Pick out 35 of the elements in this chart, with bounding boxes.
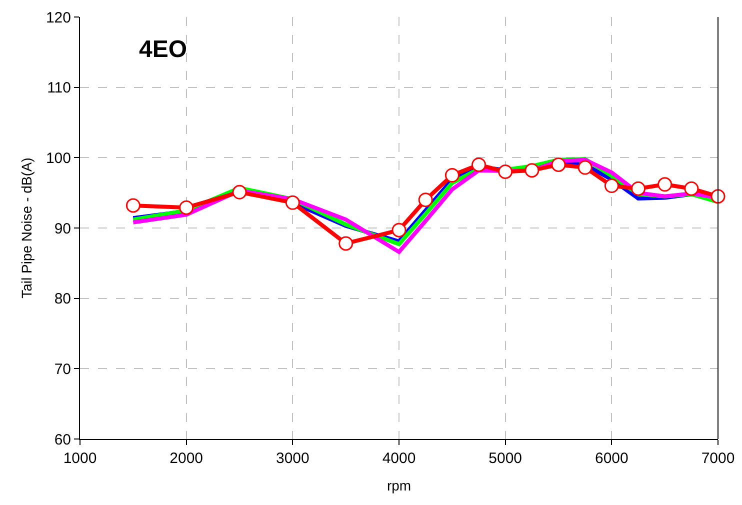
point: [578, 160, 592, 175]
point: [710, 189, 726, 204]
y-tick-label: 90: [54, 220, 71, 238]
point: [232, 184, 247, 200]
point: [498, 164, 513, 179]
text: 4EO: [139, 36, 188, 63]
x-axis-title: rpm: [386, 477, 412, 494]
x-tick-label: 5000: [488, 450, 522, 467]
point: [631, 181, 646, 196]
y-tick-label: 110: [47, 80, 71, 97]
point: [658, 177, 672, 192]
y-tick-label: 60: [54, 431, 71, 448]
x-tick-label: 1000: [63, 450, 97, 467]
x-tick-label: 7000: [701, 450, 735, 467]
y-axis-title: Tail Pipe Noise - dB(A): [18, 158, 35, 298]
x-tick-label: 2000: [170, 450, 204, 467]
point: [392, 222, 406, 238]
point: [551, 157, 566, 172]
point: [285, 195, 300, 210]
x-tick-label: 6000: [594, 450, 628, 467]
x-tick-label: 3000: [276, 450, 310, 467]
point: [604, 178, 619, 194]
point: [444, 168, 460, 182]
point: [684, 181, 699, 196]
x-tick-label: 4000: [382, 450, 416, 467]
y-tick-label: 70: [54, 360, 71, 378]
point: [179, 200, 194, 215]
point: [418, 192, 433, 208]
y-tick-label: 120: [46, 9, 71, 26]
point: [126, 198, 140, 213]
point: [338, 236, 354, 251]
point: [472, 157, 486, 172]
y-tick-label: 80: [54, 290, 71, 308]
y-tick-label: 100: [46, 150, 71, 167]
point: [524, 163, 540, 178]
